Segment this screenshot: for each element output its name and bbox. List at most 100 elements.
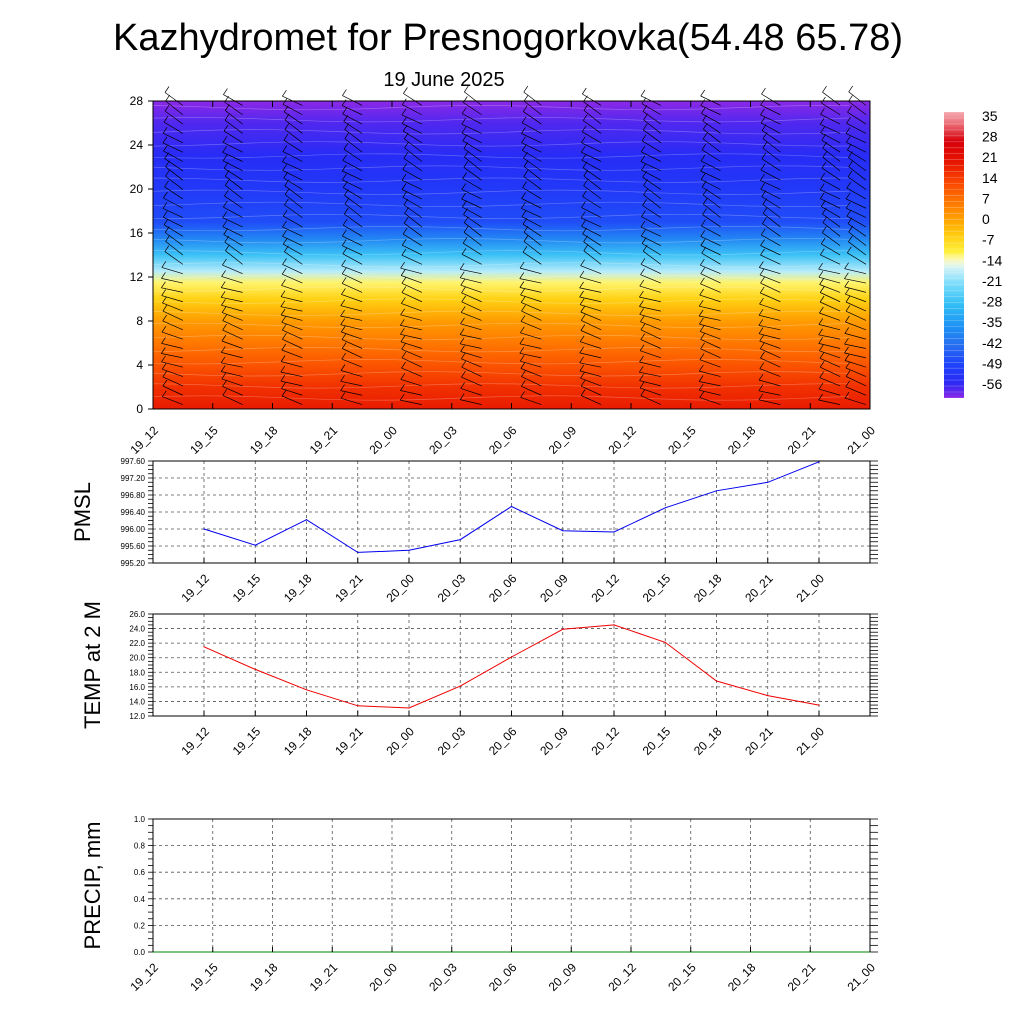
- wind-barb: [821, 102, 841, 116]
- wind-barb: [402, 244, 423, 256]
- wind-barb-flag: [401, 183, 407, 190]
- wind-barb-flag: [401, 174, 407, 181]
- colorbar-label: 7: [982, 190, 990, 206]
- wind-barb: [222, 329, 243, 340]
- wind-barb-flag: [580, 389, 586, 396]
- wind-barb: [818, 268, 841, 275]
- wind-barb: [342, 113, 363, 125]
- data-point: [562, 530, 564, 532]
- wind-barb: [403, 222, 423, 237]
- wind-barb-flag: [521, 304, 526, 312]
- wind-barb-flag: [341, 288, 346, 295]
- wind-barb: [222, 151, 243, 162]
- wind-barb: [221, 340, 243, 349]
- wind-barb: [699, 389, 721, 396]
- wind-barb-flag: [579, 364, 585, 372]
- data-point: [408, 707, 410, 709]
- wind-barb: [221, 304, 243, 312]
- wind-barb-flag: [702, 132, 708, 140]
- wind-barb-flag: [341, 333, 347, 340]
- wind-barb-flag: [161, 355, 166, 362]
- wind-barb-flag: [758, 384, 764, 391]
- wind-barb: [847, 223, 867, 237]
- wind-barb: [846, 141, 867, 153]
- wind-barb: [461, 189, 482, 200]
- wind-barb: [161, 361, 183, 368]
- wind-barb: [702, 120, 721, 134]
- wind-barb-flag: [280, 355, 286, 362]
- wind-barb: [579, 276, 602, 284]
- x-tick-label: 19_12: [127, 423, 161, 457]
- contour-line: [152, 371, 850, 377]
- wind-barb: [462, 140, 482, 153]
- wind-barb: [161, 353, 183, 359]
- wind-barb: [703, 203, 721, 218]
- wind-barb-flag: [463, 226, 469, 233]
- wind-barb: [162, 132, 184, 144]
- y-tick-label: 20.0: [129, 654, 145, 663]
- wind-barb: [342, 245, 363, 256]
- wind-barb: [221, 287, 243, 293]
- x-tick-label: 19_18: [281, 571, 315, 605]
- wind-barb-flag: [579, 290, 584, 298]
- wind-barb: [400, 267, 422, 275]
- wind-barb: [845, 198, 867, 209]
- wind-barb-flag: [461, 192, 466, 200]
- x-tick-label: 20_21: [785, 423, 819, 457]
- data-point: [203, 646, 205, 648]
- wind-barb: [639, 350, 661, 359]
- wind-barb: [284, 194, 303, 209]
- x-tick-label: 20_15: [640, 724, 674, 758]
- x-tick-label: 20_09: [537, 724, 571, 758]
- wind-barb: [640, 263, 662, 275]
- wind-barb: [758, 314, 781, 321]
- wind-barb: [223, 94, 243, 106]
- wind-barb: [344, 213, 363, 228]
- wind-barb: [163, 216, 184, 228]
- wind-barb: [579, 362, 602, 368]
- wind-barb-flag: [461, 183, 467, 190]
- wind-barb: [400, 390, 422, 396]
- wind-barb: [342, 160, 363, 172]
- wind-barb-flag: [462, 172, 467, 179]
- wind-barb-flag: [341, 342, 347, 349]
- wind-barb: [699, 359, 721, 368]
- wind-barb-flag: [400, 393, 405, 401]
- wind-barb-flag: [344, 207, 349, 215]
- wind-barb: [639, 361, 661, 368]
- wind-barb: [281, 321, 303, 331]
- wind-barb-flag: [464, 85, 469, 93]
- wind-barb-flag: [220, 356, 226, 363]
- wind-barb: [639, 380, 661, 387]
- wind-barb: [224, 119, 243, 134]
- wind-barb: [341, 265, 363, 275]
- wind-barb: [282, 103, 303, 116]
- x-tick-label: 20_21: [742, 724, 776, 758]
- wind-barb-flag: [699, 353, 705, 360]
- data-point: [767, 695, 769, 697]
- wind-barb-flag: [282, 155, 287, 162]
- wind-barb: [342, 170, 363, 181]
- wind-barb: [460, 334, 482, 340]
- wind-barb: [582, 93, 602, 106]
- wind-barb: [583, 250, 602, 265]
- wind-barb-flag: [521, 127, 526, 134]
- wind-barb: [821, 206, 841, 218]
- wind-barb-flag: [640, 389, 646, 396]
- x-tick-label: 19_12: [127, 960, 161, 994]
- y-tick-label: 20: [130, 182, 144, 196]
- wind-barb-flag: [642, 123, 648, 130]
- wind-barb-flag: [281, 389, 287, 397]
- wind-barb-flag: [844, 337, 849, 345]
- wind-barb: [463, 148, 482, 162]
- wind-barb: [222, 160, 243, 172]
- wind-barb: [221, 378, 243, 387]
- wind-barb-flag: [163, 191, 168, 199]
- wind-barb: [162, 385, 184, 396]
- wind-barb-flag: [579, 281, 584, 289]
- wind-barb-flag: [162, 304, 168, 312]
- wind-barb-flag: [761, 190, 766, 197]
- wind-barb: [340, 397, 363, 405]
- wind-barb-flag: [400, 328, 405, 335]
- wind-barb-flag: [462, 237, 468, 244]
